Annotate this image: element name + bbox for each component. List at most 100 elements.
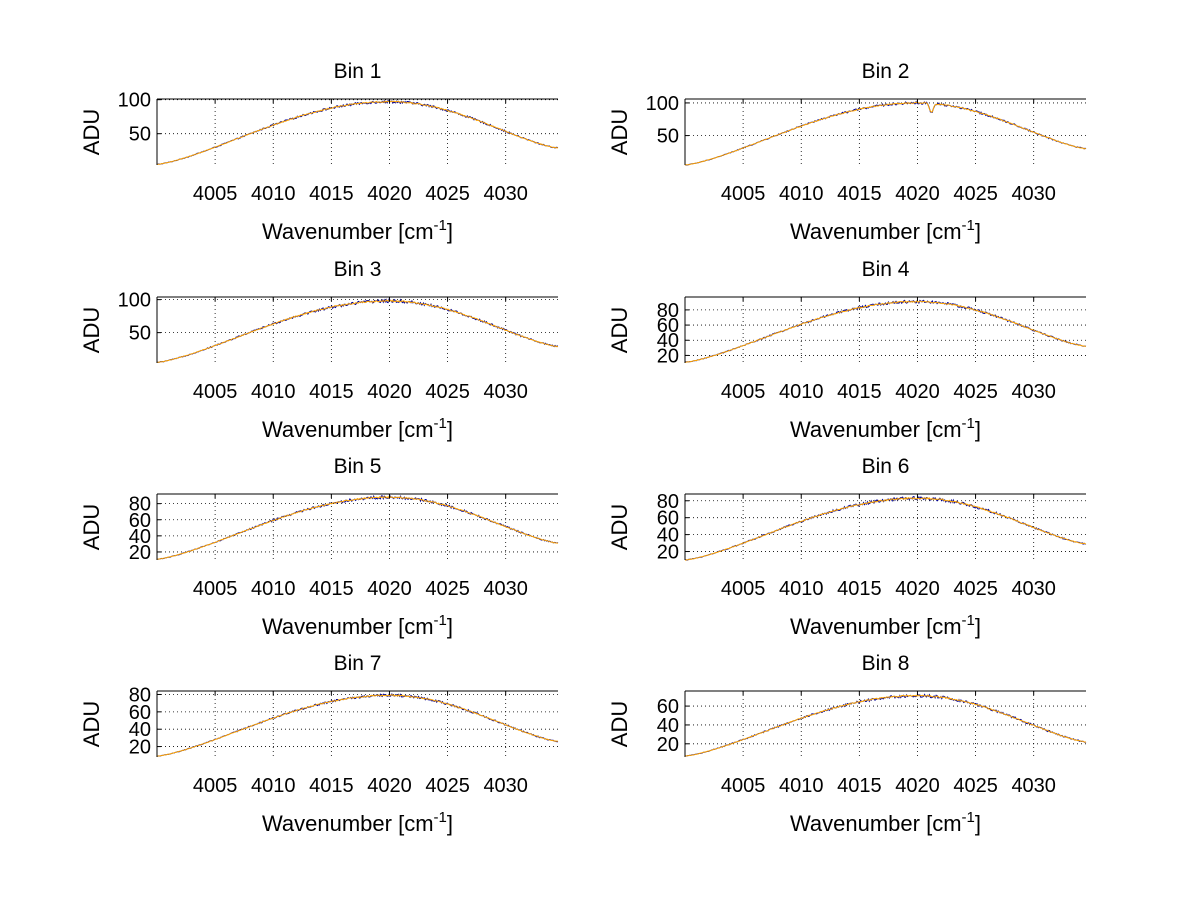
bin-1-ytick-label-100: 100 [118,90,151,112]
bin-5-xlabel: Wavenumber [cm-1] [262,612,453,639]
bin-3-xlabel-superscript: -1 [434,415,447,432]
bin-5-plot-area [157,494,558,560]
bin-2-xtick-label-4015: 4015 [837,183,882,205]
bin-7-ytick-label-40: 40 [129,719,151,741]
bin-2-ytick-label-100: 100 [646,93,679,115]
bin-6-title: Bin 6 [862,455,910,478]
bin-6-ytick-label-20: 20 [657,542,679,564]
bin-1-xlabel-suffix: ] [447,219,453,244]
bin-2-ytick-label-50: 50 [657,126,679,148]
bin-7-xtick-label-4015: 4015 [309,775,354,797]
bin-7-grid [157,691,558,757]
bin-1-title: Bin 1 [334,60,382,83]
bin-5-ylabel: ADU [79,504,104,550]
bin-6-xlabel-suffix: ] [975,614,981,639]
bin-2-xlabel-suffix: ] [975,219,981,244]
bin-3-ylabel: ADU [79,307,104,353]
bin-5-xtick-label-4005: 4005 [193,578,238,600]
bin-2-xtick-label-4025: 4025 [953,183,998,205]
bin-2-series-fit [684,101,1087,166]
bin-1-xlabel-superscript: -1 [434,217,447,234]
bin-3-xlabel-suffix: ] [447,417,453,442]
bin-1-ytick-label-50: 50 [129,124,151,146]
bin-1-xtick-label-4025: 4025 [425,183,470,205]
subplot-bin-3: 4005 4010 4015 4020 4025 4030 50 100 Bin 3 Wavenu… [79,258,559,442]
bin-4-ylabel: ADU [607,307,632,353]
bin-8-xtick-label-4030: 4030 [1011,775,1056,797]
bin-3-ytick-label-50: 50 [129,323,151,345]
bin-7-ytick-label-60: 60 [129,702,151,724]
bin-8-xlabel-suffix: ] [975,811,981,836]
bin-8-xtick-label-4025: 4025 [953,775,998,797]
bin-3-title: Bin 3 [334,258,382,281]
bin-5-xtick-label-4015: 4015 [309,578,354,600]
bin-2-xtick-label-4005: 4005 [721,183,766,205]
bin-1-series-fit [156,100,559,165]
bin-4-xlabel-superscript: -1 [962,415,975,432]
bin-4-xtick-label-4030: 4030 [1011,381,1056,403]
bin-8-series-fit [685,694,1087,757]
bin-4-xtick-label-4015: 4015 [837,381,882,403]
bin-3-xlabel: Wavenumber [cm-1] [262,415,453,442]
bin-6-ylabel: ADU [607,504,632,550]
bin-6-xtick-label-4015: 4015 [837,578,882,600]
bin-4-xtick-label-4005: 4005 [721,381,766,403]
bin-8-xtick-label-4015: 4015 [837,775,882,797]
bin-7-xlabel: Wavenumber [cm-1] [262,809,453,836]
bin-3-plot-area [157,297,558,363]
bin-8-xlabel: Wavenumber [cm-1] [790,809,981,836]
bin-7-series-fit [157,694,559,757]
bin-7-plot-area [157,691,558,757]
bin-5-xtick-label-4030: 4030 [483,578,528,600]
bin-4-plot-area [685,297,1086,363]
bin-5-xtick-label-4010: 4010 [251,578,296,600]
bin-7-xtick-label-4025: 4025 [425,775,470,797]
bin-8-ytick-label-60: 60 [657,696,679,718]
bin-2-xtick-label-4030: 4030 [1011,183,1056,205]
bin-6-xlabel-main: Wavenumber [cm [790,614,962,639]
subplot-bin-2: 4005 4010 4015 4020 4025 4030 50 100 Bin 2 Wavenu… [607,60,1087,244]
bin-7-xlabel-main: Wavenumber [cm [262,811,434,836]
bin-2-xlabel: Wavenumber [cm-1] [790,217,981,244]
bin-6-ytick-label-60: 60 [657,508,679,530]
bin-6-xtick-label-4005: 4005 [721,578,766,600]
bin-8-xlabel-main: Wavenumber [cm [790,811,962,836]
bin-2-xlabel-superscript: -1 [962,217,975,234]
bin-8-ytick-label-20: 20 [657,734,679,756]
bin-4-xlabel-suffix: ] [975,417,981,442]
bin-1-xtick-label-4030: 4030 [483,183,528,205]
bin-5-ytick-label-80: 80 [129,494,151,516]
bin-6-series-fit [684,496,1087,561]
bin-5-series-fit [156,495,559,560]
bin-5-xtick-label-4020: 4020 [367,578,412,600]
bin-7-xlabel-superscript: -1 [434,809,447,826]
bin-3-xtick-label-4020: 4020 [367,381,412,403]
bin-6-xtick-label-4020: 4020 [895,578,940,600]
bin-7-ytick-label-20: 20 [129,737,151,759]
bin-3-xtick-label-4025: 4025 [425,381,470,403]
bin-7-xtick-label-4030: 4030 [483,775,528,797]
bin-6-plot-area [685,494,1086,560]
bin-4-xtick-label-4020: 4020 [895,381,940,403]
bin-4-xlabel-main: Wavenumber [cm [790,417,962,442]
bin-7-title: Bin 7 [334,652,382,675]
bin-2-xtick-label-4020: 4020 [895,183,940,205]
bin-5-xlabel-superscript: -1 [434,612,447,629]
bin-1-ylabel: ADU [79,109,104,155]
bin-6-xtick-label-4010: 4010 [779,578,824,600]
subplot-bin-1: 4005 4010 4015 4020 4025 4030 50 100 Bin 1 Wavenu… [79,60,559,244]
bin-4-series-fit [684,300,1087,363]
bin-8-plot-area [685,691,1086,757]
bin-7-xtick-label-4005: 4005 [193,775,238,797]
bin-6-ytick-label-80: 80 [657,491,679,513]
bin-4-ytick-label-40: 40 [657,330,679,352]
bin-3-ytick-label-100: 100 [118,290,151,312]
bin-4-title: Bin 4 [862,258,910,281]
bin-5-ytick-label-20: 20 [129,542,151,564]
bin-1-xtick-label-4005: 4005 [193,183,238,205]
bin-6-ytick-label-40: 40 [657,525,679,547]
bin-6-xlabel-superscript: -1 [962,612,975,629]
